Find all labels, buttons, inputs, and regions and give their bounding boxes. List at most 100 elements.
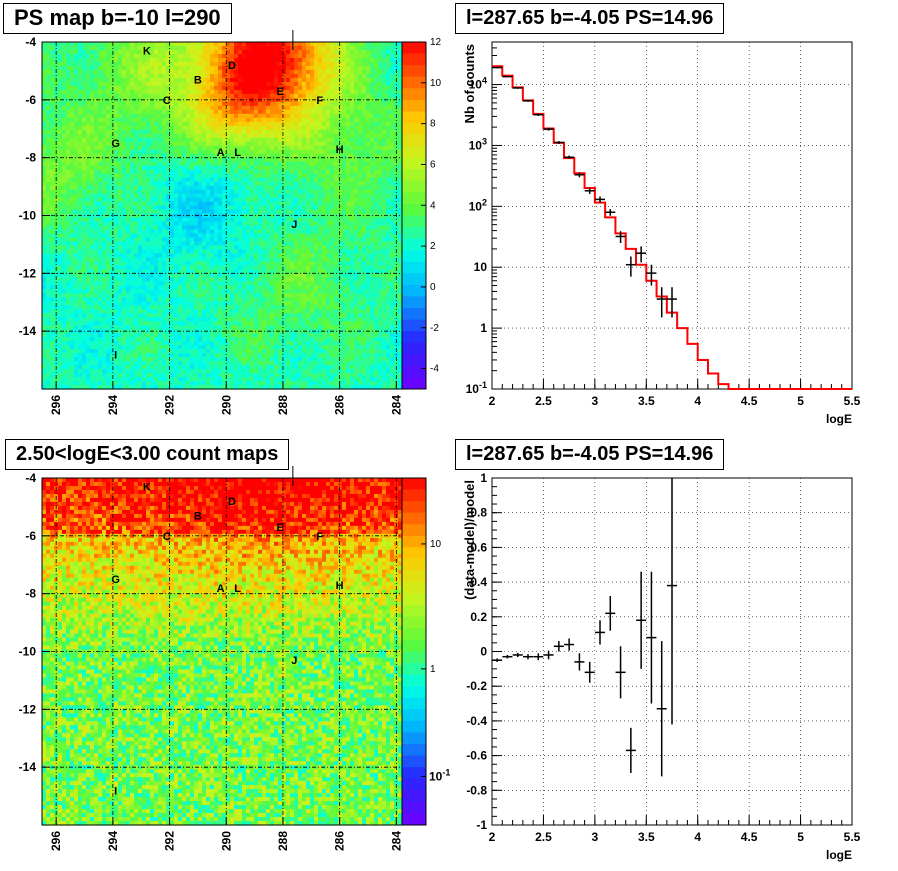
x-tick-label: 3 [592, 394, 599, 408]
source-label: B [194, 75, 202, 87]
x-axis-label: logE [826, 412, 852, 426]
source-label: E [276, 86, 283, 98]
residual-point [492, 658, 503, 662]
data-point [543, 127, 554, 131]
source-label: K [143, 482, 151, 494]
color-bar-label: -4 [430, 364, 439, 375]
data-point [533, 113, 544, 116]
residual-point [533, 653, 544, 661]
residual-point [615, 646, 626, 699]
color-bar-label: 10 [430, 78, 442, 89]
data-point [595, 196, 605, 203]
y-tick-label: 10 [474, 260, 488, 274]
data-point [656, 287, 667, 318]
x-tick-label: 5 [797, 394, 804, 408]
residual-point [574, 653, 585, 671]
x-tick-label: 284 [389, 831, 403, 851]
color-bar-label: 10-1 [429, 767, 450, 783]
residual-point [667, 478, 677, 725]
source-label: F [316, 95, 323, 107]
data-point [502, 75, 513, 78]
y-tick-label: -6 [25, 93, 36, 107]
y-tick-label: 0.6 [470, 540, 487, 554]
top-left-title: PS map b=-10 l=290 [3, 3, 232, 34]
source-label: E [276, 522, 283, 534]
x-tick-label: 4 [694, 830, 701, 844]
color-bar-label: -2 [430, 323, 439, 334]
y-tick-label: -0.6 [466, 749, 487, 763]
spectrum-panel: 2 2.5 3 3.5 4 4.5 5 5.5 logE Nb of counts [462, 41, 861, 426]
count-map-panel: 296 294 292 290 288 286 284 -4 -6 -8 -10 -12 -14 K D B E… [19, 466, 442, 851]
y-tick-label: -8 [25, 151, 36, 165]
residual-point [595, 620, 605, 645]
x-tick-label: 290 [219, 395, 233, 415]
source-label: L [234, 583, 241, 595]
data-point [574, 172, 585, 178]
residual-point [636, 571, 647, 669]
x-tick-label: 5 [797, 830, 804, 844]
x-tick-label: 290 [219, 831, 233, 851]
source-label: H [336, 580, 344, 592]
x-tick-label: 3 [592, 830, 599, 844]
y-tick-label: -14 [19, 760, 37, 774]
x-tick-label: 296 [49, 395, 63, 415]
source-label: C [163, 95, 171, 107]
y-tick-label: 104 [469, 76, 487, 92]
source-label: A [217, 583, 225, 595]
color-bar: 12 10 8 6 4 2 0 -2 -4 [401, 37, 442, 390]
residual-point [564, 638, 575, 651]
residual-point [656, 641, 667, 777]
source-label: I [114, 785, 117, 797]
x-tick-label: 296 [49, 831, 63, 851]
data-point [492, 66, 503, 69]
x-tick-label: 2 [489, 830, 496, 844]
y-tick-label: -0.8 [466, 783, 487, 797]
data-point [564, 155, 575, 159]
data-point [584, 188, 595, 194]
x-tick-label: 292 [163, 395, 177, 415]
source-label: J [291, 655, 297, 667]
y-tick-label: 10-1 [466, 380, 487, 396]
x-tick-label: 286 [333, 395, 347, 415]
data-point [523, 99, 533, 102]
y-axis-label: (data-model)/model [462, 480, 477, 600]
x-tick-label: 3.5 [638, 830, 655, 844]
x-tick-label: 4.5 [741, 830, 758, 844]
x-tick-label: 294 [106, 395, 120, 415]
x-tick-label: 2.5 [535, 830, 552, 844]
color-bar-label: 0 [430, 282, 436, 293]
residual-point [553, 641, 564, 652]
data-point [646, 264, 657, 286]
x-tick-label: 288 [276, 831, 290, 851]
y-tick-label: 0 [480, 645, 487, 659]
y-tick-label: -14 [19, 324, 37, 338]
y-tick-label: 103 [469, 136, 487, 152]
x-tick-label: 2.5 [535, 394, 552, 408]
y-tick-label: 0.2 [470, 610, 487, 624]
data-point [667, 287, 677, 318]
x-tick-label: 288 [276, 395, 290, 415]
source-label: A [217, 147, 225, 159]
color-bar-label: 4 [430, 200, 436, 211]
data-point [512, 87, 523, 89]
source-label: K [143, 46, 151, 58]
y-tick-label: 0.4 [470, 575, 487, 589]
x-tick-label: 5.5 [844, 394, 861, 408]
x-tick-label: 5.5 [844, 830, 861, 844]
x-tick-label: 284 [389, 395, 403, 415]
color-bar-label: 6 [430, 159, 436, 170]
x-tick-label: 294 [106, 831, 120, 851]
x-tick-label: 2 [489, 394, 496, 408]
residual-point [512, 652, 523, 658]
y-tick-label: 1 [480, 321, 487, 335]
y-axis-label: Nb of counts [462, 44, 477, 123]
x-axis-label: logE [826, 848, 852, 862]
y-tick-label: 0.8 [470, 506, 487, 520]
y-tick-label: -0.4 [466, 714, 487, 728]
residual-point [523, 654, 533, 660]
color-bar-label: 10 [430, 539, 442, 550]
map-pixels [42, 42, 403, 390]
residual-point [502, 654, 513, 659]
source-label: C [163, 531, 171, 543]
y-tick-label: -10 [19, 209, 37, 223]
